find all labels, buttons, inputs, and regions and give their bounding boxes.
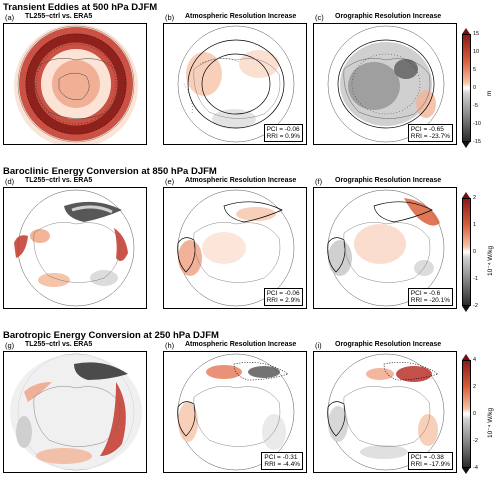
panel-label: (e) bbox=[165, 177, 175, 186]
panel-title: TL255–ctrl vs. ERA5 bbox=[25, 177, 93, 184]
map-panel-i: PCI = -0.38 RRI = -17.9% bbox=[313, 351, 457, 473]
tick-label: -2 bbox=[473, 303, 478, 309]
panel-f: (f) Orographic Resolution Increase PCI =… bbox=[313, 177, 457, 309]
stats-box: PCI = -0.38 RRI = -17.9% bbox=[407, 452, 453, 470]
tick-label: 0 bbox=[473, 85, 477, 91]
colorbar-unit-row3: 10⁻⁴ W/kg bbox=[487, 407, 494, 438]
panel-c: (c) Orographic Resolution Increase PCI =… bbox=[313, 13, 457, 145]
tick-label: 4 bbox=[473, 357, 477, 363]
panel-label: (g) bbox=[5, 341, 15, 350]
panel-e: (e) Atmospheric Resolution Increase PCI … bbox=[163, 177, 307, 309]
panel-title: Orographic Resolution Increase bbox=[335, 177, 442, 184]
tick-label: 0 bbox=[473, 411, 477, 417]
tick-label: -15 bbox=[473, 139, 481, 145]
panel-label: (d) bbox=[5, 177, 15, 186]
tick-label: 2 bbox=[473, 195, 477, 201]
map-panel-h: PCI = -0.31 RRI = -4.4% bbox=[163, 351, 307, 473]
map-panel-a bbox=[3, 23, 147, 145]
colorbar-arrow-bottom bbox=[462, 468, 470, 474]
panel-label: (c) bbox=[315, 13, 324, 22]
rri-value: RRI = -4.4% bbox=[264, 461, 300, 468]
tick-label: 0 bbox=[473, 249, 477, 255]
rri-value: RRI = 2.9% bbox=[266, 297, 300, 304]
map-panel-b: PCI = -0.06 RRI = 0.9% bbox=[163, 23, 307, 145]
rri-value: RRI = -23.7% bbox=[410, 133, 450, 140]
panel-title: Atmospheric Resolution Increase bbox=[185, 177, 297, 184]
tick-label: 2 bbox=[473, 384, 477, 390]
stats-box: PCI = -0.6 RRI = -20.1% bbox=[407, 288, 453, 306]
panel-label: (h) bbox=[165, 341, 175, 350]
colorbar-arrow-top bbox=[462, 28, 470, 34]
tick-label: -5 bbox=[473, 103, 478, 109]
panel-title: Orographic Resolution Increase bbox=[335, 341, 442, 348]
panel-title: TL255–ctrl vs. ERA5 bbox=[25, 341, 93, 348]
map-panel-g bbox=[3, 351, 147, 473]
pci-value: PCI = -0.06 bbox=[266, 126, 300, 133]
panel-label: (i) bbox=[315, 341, 322, 350]
panel-label: (f) bbox=[315, 177, 323, 186]
colorbar-arrow-top bbox=[462, 192, 470, 198]
tick-label: -1 bbox=[473, 276, 478, 282]
map-panel-c: PCI = -0.65 RRI = -23.7% bbox=[313, 23, 457, 145]
rri-value: RRI = -20.1% bbox=[410, 297, 450, 304]
stats-box: PCI = -0.31 RRI = -4.4% bbox=[261, 452, 303, 470]
colorbar-arrow-bottom bbox=[462, 306, 470, 312]
row-title-transient-eddies: Transient Eddies at 500 hPa DJFM bbox=[3, 2, 158, 13]
pci-value: PCI = -0.6 bbox=[410, 290, 441, 297]
panel-title: TL255–ctrl vs. ERA5 bbox=[25, 13, 93, 20]
tick-label: 1 bbox=[473, 222, 477, 228]
panel-g: (g) TL255–ctrl vs. ERA5 bbox=[3, 341, 147, 473]
panel-a: (a) TL255–ctrl vs. ERA5 bbox=[3, 13, 147, 145]
colorbar-arrow-bottom bbox=[462, 142, 470, 148]
pci-value: PCI = -0.65 bbox=[410, 126, 444, 133]
rri-value: RRI = -17.9% bbox=[410, 461, 450, 468]
panel-h: (h) Atmospheric Resolution Increase PCI … bbox=[163, 341, 307, 473]
panel-title: Atmospheric Resolution Increase bbox=[185, 341, 297, 348]
pci-value: PCI = -0.31 bbox=[264, 454, 298, 461]
pci-value: PCI = -0.38 bbox=[410, 454, 444, 461]
panel-label: (a) bbox=[5, 13, 15, 22]
row-title-baroclinic: Baroclinic Energy Conversion at 850 hPa … bbox=[3, 166, 217, 177]
stats-box: PCI = -0.06 RRI = 2.9% bbox=[263, 288, 303, 306]
colorbar-unit-row1: m bbox=[486, 90, 493, 96]
stats-box: PCI = -0.06 RRI = 0.9% bbox=[263, 124, 303, 142]
map-panel-f: PCI = -0.6 RRI = -20.1% bbox=[313, 187, 457, 309]
panel-b: (b) Atmospheric Resolution Increase PCI … bbox=[163, 13, 307, 145]
colorbar-row3 bbox=[462, 360, 471, 468]
tick-label: 5 bbox=[473, 67, 477, 73]
pci-value: PCI = -0.06 bbox=[266, 290, 300, 297]
panel-label: (b) bbox=[165, 13, 175, 22]
panel-title: Atmospheric Resolution Increase bbox=[185, 13, 297, 20]
stats-box: PCI = -0.65 RRI = -23.7% bbox=[407, 124, 453, 142]
tick-label: -2 bbox=[473, 438, 478, 444]
colorbar-unit-row2: 10⁻⁴ W/kg bbox=[487, 245, 494, 276]
panel-i: (i) Orographic Resolution Increase PCI =… bbox=[313, 341, 457, 473]
colorbar-row2 bbox=[462, 198, 471, 306]
tick-label: 10 bbox=[473, 49, 480, 55]
rri-value: RRI = 0.9% bbox=[266, 133, 300, 140]
row-title-barotropic: Barotropic Energy Conversion at 250 hPa … bbox=[3, 330, 219, 341]
tick-label: 15 bbox=[473, 31, 480, 37]
colorbar-row1 bbox=[462, 34, 471, 142]
panel-d: (d) TL255–ctrl vs. ERA5 bbox=[3, 177, 147, 309]
map-panel-e: PCI = -0.06 RRI = 2.9% bbox=[163, 187, 307, 309]
panel-title: Orographic Resolution Increase bbox=[335, 13, 442, 20]
map-panel-d bbox=[3, 187, 147, 309]
colorbar-arrow-top bbox=[462, 354, 470, 360]
tick-label: -10 bbox=[473, 121, 481, 127]
tick-label: -4 bbox=[473, 465, 478, 471]
